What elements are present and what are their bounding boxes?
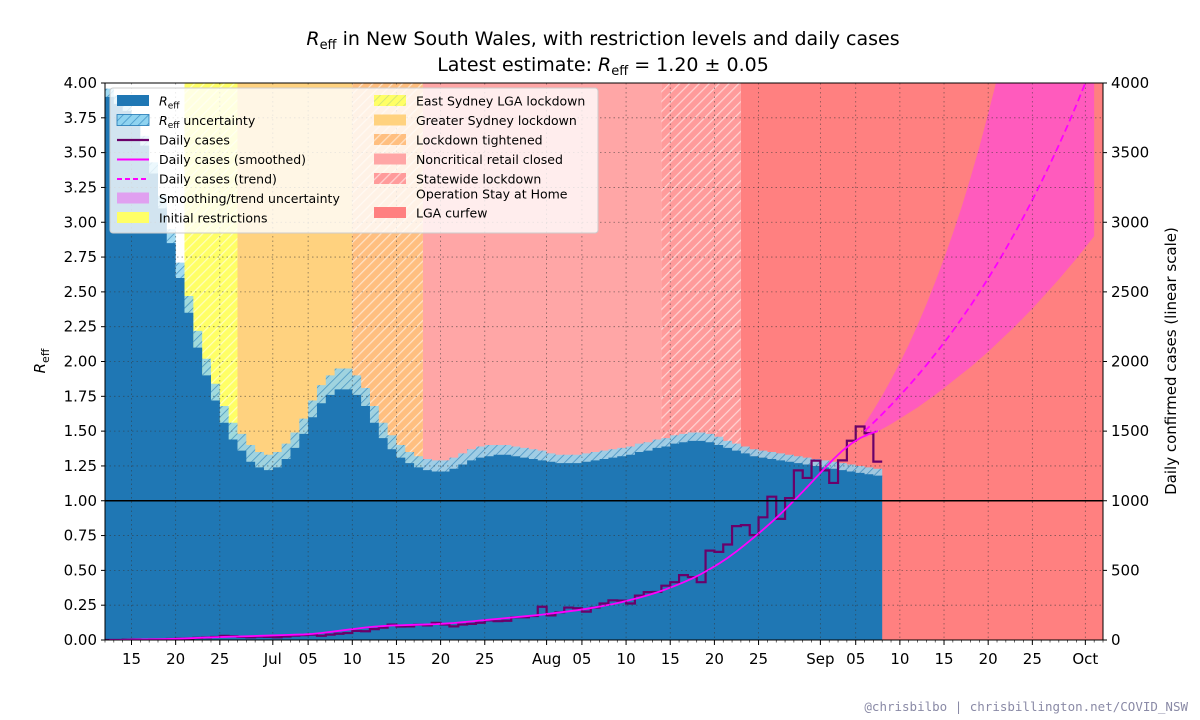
y-left-tick-label: 2.75 — [64, 248, 97, 266]
legend-label-statewide-line2: Operation Stay at Home — [416, 187, 568, 202]
y-left-tick-label: 0.75 — [64, 527, 97, 545]
credit-text: @chrisbilbo | chrisbillington.net/COVID_… — [864, 699, 1188, 714]
x-tick-label: 10 — [890, 650, 909, 668]
legend-swatch-retail — [374, 153, 406, 165]
x-tick-label: 15 — [661, 650, 680, 668]
y-left-tick-label: 0.25 — [64, 596, 97, 614]
y-right-tick-label: 3000 — [1111, 213, 1149, 231]
legend-swatch-east-hatch — [374, 95, 406, 106]
legend-label-east: East Sydney LGA lockdown — [416, 94, 585, 109]
x-tick-label: 20 — [705, 650, 724, 668]
x-tick-label: 25 — [749, 650, 768, 668]
x-tick-label: Jul — [263, 650, 282, 668]
legend-swatch-initial — [117, 212, 149, 223]
x-tick-label: 25 — [210, 650, 229, 668]
x-tick-label: 15 — [934, 650, 953, 668]
chart-subtitle: Latest estimate: Reff = 1.20 ± 0.05 — [437, 54, 769, 79]
x-tick-label: 15 — [387, 650, 406, 668]
x-tick-label: 10 — [343, 650, 362, 668]
x-tick-label: 20 — [431, 650, 450, 668]
legend-swatch-trend-unc — [117, 192, 149, 204]
legend-label-cases: Daily cases — [159, 133, 230, 148]
x-tick-label: 20 — [979, 650, 998, 668]
y-left-tick-label: 1.25 — [64, 457, 97, 475]
legend-label-greater: Greater Sydney lockdown — [416, 113, 577, 128]
y-right-tick-label: 4000 — [1111, 74, 1149, 92]
legend-label-initial: Initial restrictions — [159, 211, 267, 226]
legend-entry-east: East Sydney LGA lockdown — [374, 94, 585, 109]
x-tick-label: 25 — [1023, 650, 1042, 668]
x-tick-label: 10 — [617, 650, 636, 668]
x-tick-label: 05 — [572, 650, 591, 668]
x-tick-label: Oct — [1072, 650, 1098, 668]
y-left-tick-label: 2.25 — [64, 318, 97, 336]
y-left-tick-label: 0.50 — [64, 561, 97, 579]
legend-entry-cases: Daily cases — [117, 133, 230, 148]
legend-label-trend_unc: Smoothing/trend uncertainty — [159, 191, 340, 206]
legend-box — [109, 87, 599, 234]
legend-swatch-reff — [117, 95, 149, 106]
y-left-tick-label: 1.00 — [64, 492, 97, 510]
legend-entry-reff: Reff — [117, 94, 180, 112]
legend-label-tightened: Lockdown tightened — [416, 133, 543, 148]
smoothed-cases-line — [109, 430, 879, 640]
legend-label-reff: Reff — [159, 94, 180, 112]
y-left-tick-label: 3.75 — [64, 109, 97, 127]
y-left-tick-label: 2.00 — [64, 353, 97, 371]
y-right-tick-label: 0 — [1111, 631, 1121, 649]
legend-entry-retail: Noncritical retail closed — [374, 152, 563, 167]
legend-swatch-curfew — [374, 207, 406, 218]
y-left-tick-label: 4.00 — [64, 74, 97, 92]
trend-uncertainty-band — [864, 83, 1095, 439]
legend-entry-greater: Greater Sydney lockdown — [374, 113, 577, 128]
x-tick-label: Aug — [532, 650, 561, 668]
legend-swatch-greater — [374, 114, 406, 126]
axes: 0.00 0.25 0.50 0.75 1.00 1.25 1.50 1.75 2.00 2.25… — [64, 74, 1150, 668]
chart-title: Reff in New South Wales, with restrictio… — [306, 28, 899, 53]
y-right-tick-label: 3500 — [1111, 144, 1149, 162]
legend-label-smoothed: Daily cases (smoothed) — [159, 152, 306, 167]
y-left-tick-label: 3.25 — [64, 178, 97, 196]
y-right-tick-label: 2500 — [1111, 283, 1149, 301]
legend-entry-initial: Initial restrictions — [117, 211, 267, 226]
legend-entry-reff_unc: Reff uncertainty — [116, 113, 256, 131]
legend-swatch-statewide-hatch — [374, 173, 406, 184]
legend-swatch-reff-unc-hatch — [117, 114, 149, 126]
y-right-tick-label: 1500 — [1111, 422, 1149, 440]
legend-label-curfew: LGA curfew — [416, 206, 487, 221]
x-tick-label: 05 — [299, 650, 318, 668]
legend-entry-smoothed: Daily cases (smoothed) — [117, 152, 306, 167]
legend-entry-trend_unc: Smoothing/trend uncertainty — [117, 191, 340, 206]
y-left-tick-label: 3.00 — [64, 213, 97, 231]
legend-swatch-tightened-hatch — [374, 134, 406, 145]
y-right-tick-label: 500 — [1111, 561, 1140, 579]
legend-entry-tightened: Lockdown tightened — [374, 133, 543, 148]
y-axis-left-label: Reff — [31, 348, 52, 373]
y-right-tick-label: 2000 — [1111, 353, 1149, 371]
x-tick-label: 25 — [475, 650, 494, 668]
y-axis-right-label: Daily confirmed cases (linear scale) — [1162, 227, 1180, 495]
reff-area — [105, 96, 883, 640]
x-tick-label: 15 — [122, 650, 141, 668]
legend-label-reff_unc: Reff uncertainty — [159, 113, 256, 131]
y-right-tick-label: 1000 — [1111, 492, 1149, 510]
trend-cases-line — [863, 83, 1087, 432]
y-left-tick-label: 0.00 — [64, 631, 97, 649]
x-tick-label: Sep — [806, 650, 834, 668]
legend-label-statewide: Statewide lockdown — [416, 172, 541, 187]
legend-label-trend: Daily cases (trend) — [159, 172, 277, 187]
y-left-tick-label: 2.50 — [64, 283, 97, 301]
legend-entry-trend: Daily cases (trend) — [117, 172, 277, 187]
y-left-tick-label: 3.50 — [64, 144, 97, 162]
y-left-tick-label: 1.50 — [64, 422, 97, 440]
x-tick-label: 20 — [166, 650, 185, 668]
x-tick-label: 05 — [846, 650, 865, 668]
legend-entry-curfew: LGA curfew — [374, 206, 487, 221]
y-left-tick-label: 1.75 — [64, 387, 97, 405]
legend-label-retail: Noncritical retail closed — [416, 152, 563, 167]
